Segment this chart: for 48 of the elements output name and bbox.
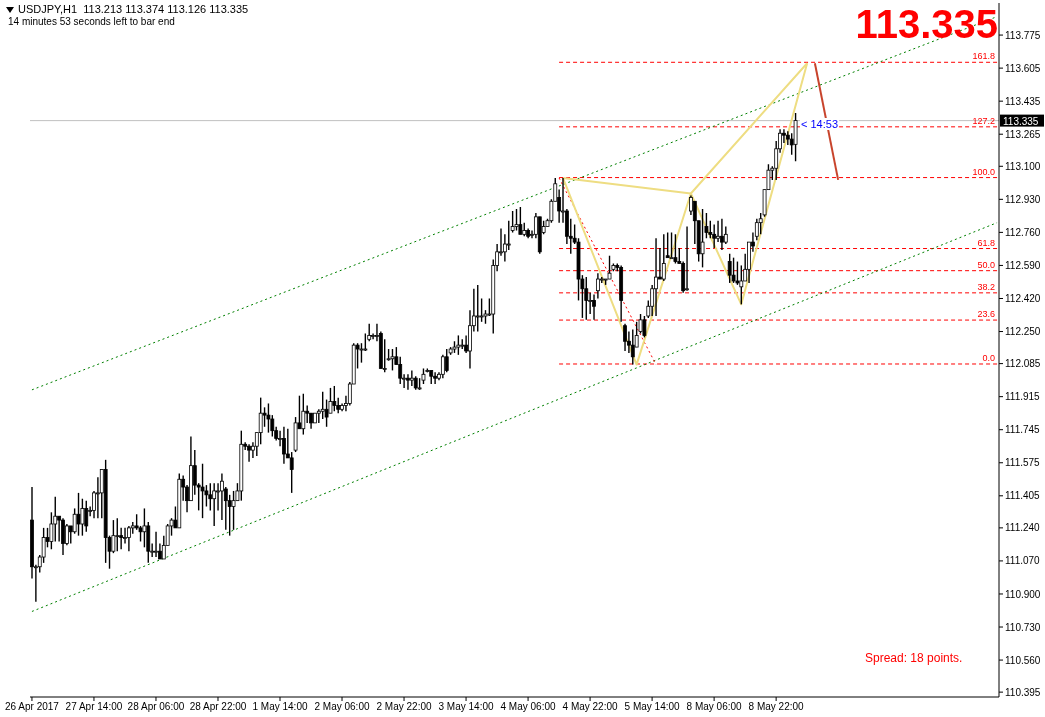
text: 14 minutes 53 seconds left to bar end [8,16,175,27]
annotation: < 14:53 [800,118,840,130]
annotation: 100.0 [972,166,995,177]
y-tick-label: 111.575 [1005,457,1041,469]
chart-title: USDJPY,H1 113.213 113.374 113.126 113.335 [18,3,249,15]
y-tick-label: 113.100 [1005,160,1041,172]
y-tick-label: 113.435 [1005,95,1041,107]
y-tick-label: 112.420 [1005,293,1041,305]
y-tick-label: 112.085 [1005,358,1041,370]
y-tick-label: 111.240 [1005,522,1041,534]
y-tick-label: 113.605 [1005,62,1041,74]
annotation: 127.2 [972,115,995,126]
y-tick-label: 110.560 [1005,654,1041,666]
x-tick-label: 26 Apr 2017 [4,701,60,713]
x-tick-label: 8 May 22:00 [748,701,805,713]
annotation: 23.6 [977,309,995,320]
x-tick-label: 2 May 22:00 [376,701,432,713]
annotation: 113.335 [855,2,998,47]
x-tick-label: 1 May 14:00 [252,701,308,713]
y-tick-label: 110.900 [1005,588,1041,600]
y-tick-label: 112.250 [1005,326,1041,338]
y-tick-label: 113.775 [1005,29,1041,41]
annotation: 0.0 [982,353,995,363]
y-tick-label: 112.590 [1005,259,1041,271]
x-tick-label: 5 May 14:00 [624,701,681,713]
annotation: Spread: 18 points. [865,651,963,665]
y-tick-label: 111.070 [1005,555,1041,567]
x-tick-label: 4 May 22:00 [562,701,619,713]
x-tick-label: 27 Apr 14:00 [65,701,123,713]
x-tick-label: 2 May 06:00 [314,701,370,713]
y-tick-label: 112.930 [1005,193,1041,205]
y-tick-label: 112.760 [1005,226,1041,238]
annotation: 38.2 [977,281,995,292]
ref-line-label: 113.335 [1003,115,1039,127]
annotation: 161.8 [972,51,995,62]
y-tick-label: 110.395 [1005,686,1041,698]
y-tick-label: 111.405 [1005,490,1041,502]
y-tick-label: 110.730 [1005,621,1041,633]
x-tick-label: 28 Apr 06:00 [127,701,185,713]
y-tick-label: 111.745 [1005,424,1041,436]
annotation: 61.8 [977,237,995,248]
y-tick-label: 113.265 [1005,128,1041,140]
x-tick-label: 28 Apr 22:00 [189,701,247,713]
y-tick-label: 111.915 [1005,391,1041,403]
x-tick-label: 3 May 14:00 [438,701,494,713]
annotation: 50.0 [977,259,995,270]
x-tick-label: 8 May 06:00 [686,701,743,713]
x-tick-label: 4 May 06:00 [500,701,557,713]
